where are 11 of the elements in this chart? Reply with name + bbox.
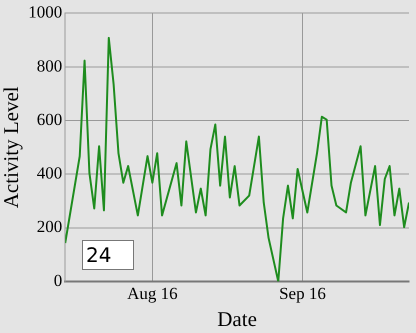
y-tick-label: 1000 — [28, 2, 62, 22]
y-tick-label: 800 — [36, 56, 62, 76]
number-field: 24 — [82, 240, 134, 270]
y-tick-label: 0 — [54, 270, 62, 290]
y-axis-title: Activity Level — [0, 86, 24, 208]
x-axis-title: Date — [217, 306, 257, 331]
y-tick-label: 200 — [36, 217, 62, 236]
y-tick-label: 400 — [36, 164, 62, 183]
x-tick-label: Aug 16 — [127, 284, 178, 304]
x-tick-label: Sep 16 — [279, 284, 326, 304]
y-tick-label: 600 — [36, 110, 62, 129]
